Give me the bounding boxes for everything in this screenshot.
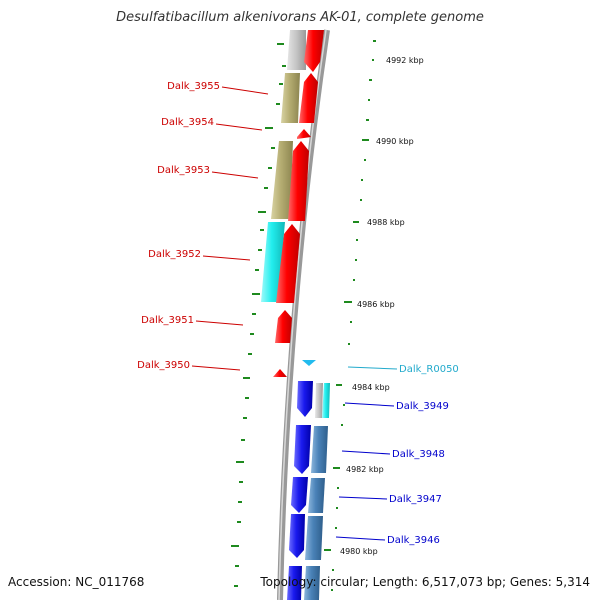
cog-block	[308, 478, 325, 513]
outer-tick-marks	[324, 40, 376, 591]
kbp-label: 4992 kbp	[386, 56, 424, 65]
reverse-genes	[287, 381, 313, 600]
cog-block	[287, 30, 306, 70]
cog-block	[281, 73, 300, 123]
kbp-label: 4982 kbp	[346, 465, 384, 474]
gene-arrow	[289, 514, 305, 558]
genome-backbone	[277, 29, 330, 600]
gene-label: Dalk_3948	[392, 449, 445, 460]
gene-label: Dalk_3949	[396, 401, 449, 412]
gene-label: Dalk_3950	[137, 360, 190, 371]
gene-label: Dalk_3953	[157, 165, 210, 176]
kbp-label: 4980 kbp	[340, 547, 378, 556]
cog-block	[305, 516, 323, 560]
cog-block	[271, 141, 293, 219]
inner-tick-marks	[231, 43, 286, 587]
gene-label: Dalk_3951	[141, 315, 194, 326]
gene-arrow	[294, 425, 311, 474]
trna-label: Dalk_R0050	[399, 364, 459, 375]
forward-genes	[273, 30, 324, 377]
gene-label: Dalk_3952	[148, 249, 201, 260]
scale-labels: 4992 kbp 4990 kbp 4988 kbp 4986 kbp 4984…	[340, 56, 424, 556]
gene-arrow	[276, 224, 300, 303]
cog-block	[322, 383, 330, 418]
gene-arrow	[304, 30, 324, 72]
gene-arrow	[288, 141, 309, 221]
right-gene-labels: Dalk_R0050 Dalk_3949 Dalk_3948 Dalk_3947…	[335, 364, 459, 546]
kbp-label: 4990 kbp	[376, 137, 414, 146]
kbp-label: 4986 kbp	[357, 300, 395, 309]
topology-text: Topology: circular; Length: 6,517,073 bp…	[260, 575, 590, 589]
accession-text: Accession: NC_011768	[8, 575, 145, 589]
gene-arrow	[275, 310, 292, 343]
gene-label: Dalk_3947	[389, 494, 442, 505]
cog-track-lower	[304, 383, 330, 600]
gene-arrow	[299, 73, 318, 123]
left-gene-labels: Dalk_3955 Dalk_3954 Dalk_3953 Dalk_3952 …	[137, 81, 269, 371]
gene-label: Dalk_3954	[161, 117, 214, 128]
gene-label: Dalk_3955	[167, 81, 220, 92]
trna-marker	[302, 360, 316, 366]
gene-arrow	[273, 369, 287, 377]
kbp-label: 4984 kbp	[352, 383, 390, 392]
kbp-label: 4988 kbp	[367, 218, 405, 227]
cog-block	[304, 566, 320, 600]
gene-arrow	[291, 477, 308, 513]
cog-block	[315, 383, 323, 418]
gene-arrow	[287, 566, 302, 600]
genome-title: Desulfatibacillum alkenivorans AK-01, co…	[116, 10, 484, 25]
gene-arrow	[297, 381, 313, 417]
gene-arrow	[297, 129, 311, 139]
cog-block	[311, 426, 328, 473]
gene-label: Dalk_3946	[387, 535, 440, 546]
